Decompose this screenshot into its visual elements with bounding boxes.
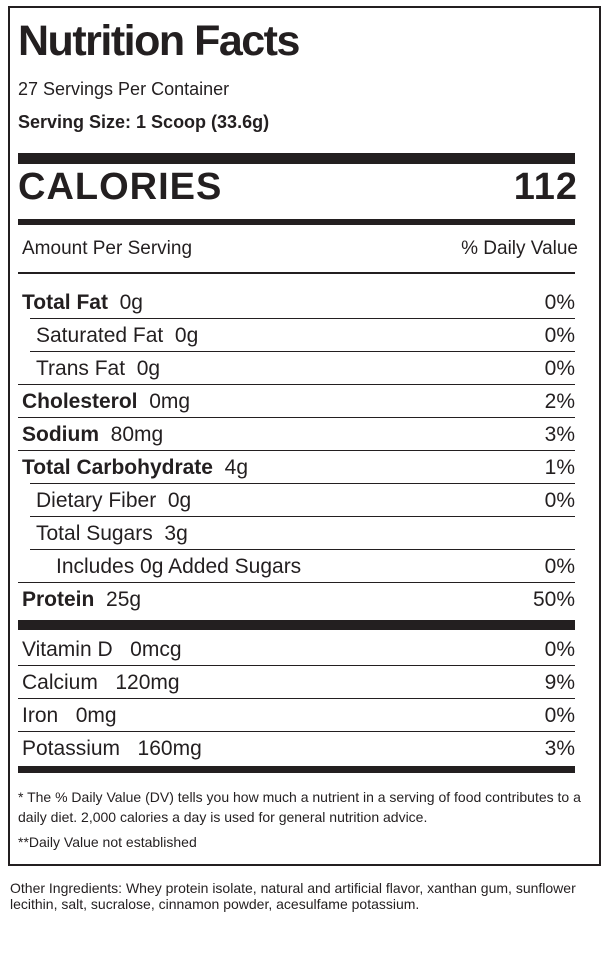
nutrient-name: Total Fat 0g (22, 291, 143, 315)
nutrient-amount: 80mg (99, 423, 164, 446)
nutrient-amount: 0g (125, 357, 161, 380)
row-divider (30, 351, 575, 352)
nutrient-row: Trans Fat 0g 0% (18, 352, 575, 385)
nutrient-row: Cholesterol 0mg 2% (18, 385, 575, 418)
row-divider (18, 384, 575, 385)
daily-value-footnote: * The % Daily Value (DV) tells you how m… (18, 789, 581, 825)
not-established-footnote: **Daily Value not established (18, 834, 197, 850)
nutrient-name: Saturated Fat 0g (36, 324, 198, 348)
nutrient-amount: 0g (163, 324, 199, 347)
nutrient-row: Protein 25g 50% (18, 583, 575, 616)
nutrient-label: Total Fat (22, 291, 108, 314)
nutrient-daily-value: 0% (544, 489, 575, 512)
nutrient-daily-value: 0% (544, 291, 575, 314)
nutrient-label: Includes 0g Added Sugars (56, 555, 302, 578)
nutrient-name: Total Sugars 3g (36, 522, 188, 546)
nutrient-row: Total Fat 0g 0% (18, 286, 575, 319)
vitamin-name: Vitamin D 0mcg (22, 638, 182, 661)
nutrient-amount: 3g (152, 522, 188, 545)
nutrient-daily-value: 1% (544, 456, 575, 479)
nutrient-label: Saturated Fat (36, 324, 164, 347)
nutrient-daily-value: 3% (544, 423, 575, 446)
nutrient-name: Cholesterol 0mg (22, 390, 190, 414)
nutrient-row: Total Carbohydrate 4g 1% (18, 451, 575, 484)
nutrient-row: Sodium 80mg 3% (18, 418, 575, 451)
header-divider (18, 272, 575, 274)
servings-per-container: 27 Servings Per Container (18, 79, 230, 99)
nutrient-name: Trans Fat 0g (36, 357, 160, 381)
amount-per-serving-header: Amount Per Serving (22, 238, 193, 259)
vitamin-row: Vitamin D 0mcg 0% (18, 632, 575, 665)
nutrient-daily-value: 2% (544, 390, 575, 413)
nutrient-row: Total Sugars 3g (18, 517, 575, 550)
nutrient-daily-value: 0% (544, 555, 575, 578)
other-ingredients: Other Ingredients: Whey protein isolate,… (10, 880, 576, 912)
nutrient-label: Total Sugars (36, 522, 153, 545)
row-divider (18, 582, 575, 583)
nutrient-name: Total Carbohydrate 4g (22, 456, 248, 480)
nutrient-label: Total Carbohydrate (22, 456, 213, 479)
nutrient-row: Dietary Fiber 0g 0% (18, 484, 575, 517)
row-divider (18, 450, 575, 451)
thick-divider-vitamins (18, 620, 575, 630)
vitamin-name: Potassium 160mg (22, 737, 202, 760)
nutrient-amount: 25g (94, 588, 142, 611)
vitamin-daily-value: 3% (544, 737, 575, 760)
thick-divider-top (18, 153, 575, 164)
nutrient-name: Protein 25g (22, 588, 141, 612)
daily-value-header: % Daily Value (461, 238, 578, 259)
row-divider (18, 698, 575, 699)
row-divider (30, 549, 575, 550)
nutrient-label: Cholesterol (22, 390, 138, 413)
nutrient-label: Protein (22, 588, 95, 611)
nutrient-row: Includes 0g Added Sugars 0% (18, 550, 575, 583)
nutrient-label: Trans Fat (36, 357, 126, 380)
row-divider (30, 318, 575, 319)
vitamin-daily-value: 0% (544, 704, 575, 727)
vitamin-name: Iron 0mg (22, 704, 117, 727)
calories-label: CALORIES (18, 166, 223, 208)
row-divider (18, 731, 575, 732)
nutrient-name: Sodium 80mg (22, 423, 163, 447)
nutrient-label: Dietary Fiber (36, 489, 157, 512)
row-divider (30, 516, 575, 517)
vitamin-name: Calcium 120mg (22, 671, 180, 694)
calories-value: 112 (513, 166, 578, 208)
nutrition-facts-panel (8, 6, 601, 866)
nutrient-amount: 0g (107, 291, 143, 314)
row-divider (30, 483, 575, 484)
label-title: Nutrition Facts (18, 17, 300, 65)
vitamin-row: Potassium 160mg 3% (18, 731, 575, 764)
nutrient-amount: 0g (156, 489, 192, 512)
row-divider (18, 665, 575, 666)
vitamin-daily-value: 0% (544, 638, 575, 661)
nutrient-row: Saturated Fat 0g 0% (18, 319, 575, 352)
nutrient-label: Sodium (22, 423, 99, 446)
nutrient-amount: 4g (212, 456, 248, 479)
row-divider (18, 417, 575, 418)
nutrient-name: Includes 0g Added Sugars (56, 555, 301, 579)
vitamin-daily-value: 9% (544, 671, 575, 694)
serving-size: Serving Size: 1 Scoop (33.6g) (18, 112, 270, 132)
thick-divider-bottom (18, 766, 575, 773)
vitamin-row: Calcium 120mg 9% (18, 665, 575, 698)
nutrient-daily-value: 0% (544, 324, 575, 347)
nutrient-daily-value: 50% (532, 588, 575, 611)
nutrient-amount: 0mg (137, 390, 191, 413)
medium-divider-calories (18, 219, 575, 225)
vitamin-row: Iron 0mg 0% (18, 698, 575, 731)
nutrient-name: Dietary Fiber 0g (36, 489, 191, 513)
nutrient-daily-value: 0% (544, 357, 575, 380)
